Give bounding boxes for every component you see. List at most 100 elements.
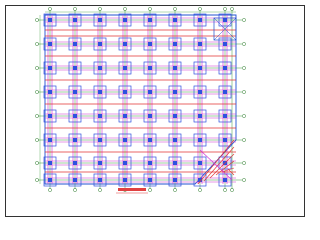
column bbox=[198, 18, 202, 22]
footing bbox=[43, 61, 57, 75]
column bbox=[98, 178, 102, 182]
axis-bubble bbox=[223, 188, 227, 192]
axis-bubble bbox=[48, 188, 52, 192]
column bbox=[123, 90, 127, 94]
column bbox=[98, 90, 102, 94]
footing bbox=[218, 13, 232, 27]
footing bbox=[118, 109, 132, 123]
footing bbox=[168, 61, 182, 75]
column bbox=[98, 138, 102, 142]
footing bbox=[143, 13, 157, 27]
footing bbox=[193, 156, 207, 170]
footing bbox=[143, 133, 157, 147]
footing bbox=[118, 156, 132, 170]
column bbox=[148, 161, 152, 165]
column bbox=[73, 178, 77, 182]
column bbox=[198, 138, 202, 142]
footing bbox=[218, 173, 232, 187]
footing bbox=[218, 61, 232, 75]
column bbox=[148, 138, 152, 142]
axis-bubble bbox=[35, 161, 39, 165]
footing bbox=[193, 133, 207, 147]
footing bbox=[218, 85, 232, 99]
sheet-border bbox=[5, 5, 305, 217]
axis-bubble bbox=[35, 42, 39, 46]
axis-bubble bbox=[242, 90, 246, 94]
footing bbox=[43, 37, 57, 51]
column bbox=[173, 66, 177, 70]
footing bbox=[93, 61, 107, 75]
column bbox=[148, 178, 152, 182]
footing bbox=[218, 109, 232, 123]
axis-bubble bbox=[98, 7, 102, 11]
column bbox=[173, 178, 177, 182]
footing bbox=[68, 156, 82, 170]
axis-bubble bbox=[242, 161, 246, 165]
caption-text-block bbox=[118, 188, 146, 191]
axis-bubble bbox=[242, 178, 246, 182]
footing bbox=[118, 61, 132, 75]
axis-bubble bbox=[35, 90, 39, 94]
footing bbox=[118, 133, 132, 147]
column bbox=[48, 178, 52, 182]
footing bbox=[93, 173, 107, 187]
chamfer-beam bbox=[221, 167, 235, 173]
column bbox=[223, 114, 227, 118]
footing bbox=[93, 85, 107, 99]
footing bbox=[68, 37, 82, 51]
column bbox=[148, 66, 152, 70]
footing bbox=[68, 109, 82, 123]
axis-bubble bbox=[35, 114, 39, 118]
footing bbox=[118, 85, 132, 99]
footing bbox=[168, 37, 182, 51]
column bbox=[223, 178, 227, 182]
column bbox=[123, 66, 127, 70]
axis-bubble bbox=[242, 114, 246, 118]
chamfer-beam bbox=[215, 160, 235, 176]
column bbox=[98, 114, 102, 118]
column bbox=[48, 114, 52, 118]
column bbox=[223, 138, 227, 142]
column bbox=[48, 138, 52, 142]
detail-line bbox=[213, 17, 237, 41]
column bbox=[73, 90, 77, 94]
column bbox=[223, 66, 227, 70]
axis-bubble bbox=[198, 7, 202, 11]
column bbox=[198, 161, 202, 165]
column bbox=[73, 114, 77, 118]
column bbox=[73, 138, 77, 142]
footing bbox=[118, 173, 132, 187]
column bbox=[198, 90, 202, 94]
column bbox=[173, 90, 177, 94]
column bbox=[123, 18, 127, 22]
footing bbox=[143, 37, 157, 51]
column bbox=[98, 161, 102, 165]
detail-box bbox=[213, 17, 237, 41]
column bbox=[198, 178, 202, 182]
footing bbox=[218, 133, 232, 147]
column bbox=[173, 161, 177, 165]
chamfer-beam bbox=[199, 149, 233, 181]
axis-bubble bbox=[230, 188, 234, 192]
column bbox=[98, 18, 102, 22]
column bbox=[148, 114, 152, 118]
column bbox=[173, 138, 177, 142]
footing bbox=[168, 173, 182, 187]
footing bbox=[168, 133, 182, 147]
column bbox=[123, 161, 127, 165]
column bbox=[48, 90, 52, 94]
axis-bubble bbox=[242, 66, 246, 70]
footing bbox=[93, 156, 107, 170]
footing bbox=[218, 37, 232, 51]
chamfer-beam bbox=[209, 153, 235, 179]
column bbox=[123, 114, 127, 118]
column bbox=[98, 66, 102, 70]
footing bbox=[193, 13, 207, 27]
footing bbox=[193, 61, 207, 75]
background bbox=[0, 0, 310, 222]
footing bbox=[193, 173, 207, 187]
axis-bubble bbox=[223, 7, 227, 11]
column bbox=[173, 18, 177, 22]
footing bbox=[143, 109, 157, 123]
column bbox=[123, 138, 127, 142]
